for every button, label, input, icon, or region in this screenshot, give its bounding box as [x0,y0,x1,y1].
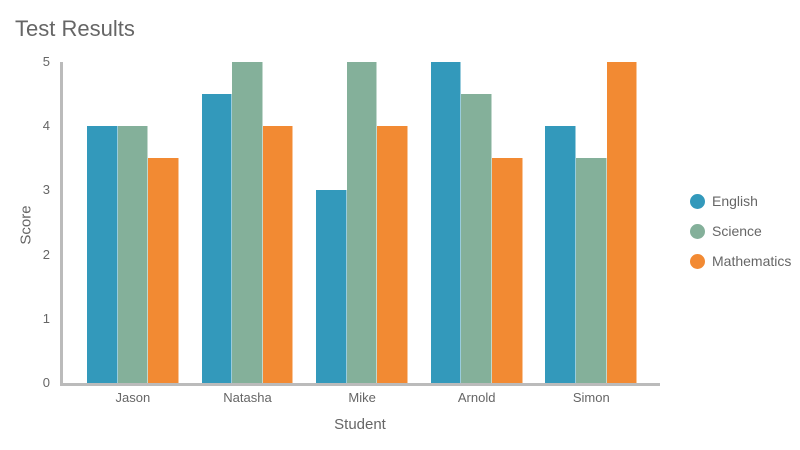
y-axis-label: Score [17,205,35,245]
x-axis-label: Student [334,416,386,433]
bar-mike-english [316,190,347,383]
bar-arnold-science [461,94,492,383]
bar-mike-science [346,62,378,383]
x-tick-label: Arnold [457,390,496,405]
chart-title: Test Results [15,16,135,41]
legend-marker-icon [690,223,705,239]
bar-natasha-science [232,62,263,383]
x-tick-label: Mike [348,390,376,405]
y-tick-label: 4 [42,118,50,134]
bar-simon-mathematics [606,62,638,383]
bar-arnold-english [430,62,462,383]
bar-natasha-english [201,94,233,383]
bar-simon-english [545,126,576,383]
x-tick-label: Natasha [223,390,272,405]
y-tick-label: 3 [42,182,50,198]
bar-mike-mathematics [377,126,408,383]
legend-label: Science [712,223,762,239]
bar-jason-science [117,126,149,383]
legend-marker-icon [690,253,705,269]
legend-item-english[interactable]: English [690,186,791,216]
y-tick-label: 5 [42,54,50,69]
y-tick-label: 1 [42,310,50,326]
bar-natasha-mathematics [262,126,294,383]
legend-label: English [712,193,758,209]
legend-item-science[interactable]: Science [690,216,791,246]
x-tick-label: Jason [115,390,151,405]
y-axis-line [60,62,63,386]
y-tick-label: 0 [42,375,50,390]
x-tick-label: Simon [572,390,610,405]
legend: English Science Mathematics [690,186,791,276]
legend-label: Mathematics [712,253,792,269]
legend-marker-icon [690,193,705,209]
bar-jason-english [87,126,118,383]
bar-jason-mathematics [148,158,179,383]
bar-simon-science [576,158,607,383]
bar-arnold-mathematics [492,158,523,383]
y-tick-label: 2 [42,246,50,262]
x-axis-line [60,383,660,386]
legend-item-mathematics[interactable]: Mathematics [690,246,791,276]
